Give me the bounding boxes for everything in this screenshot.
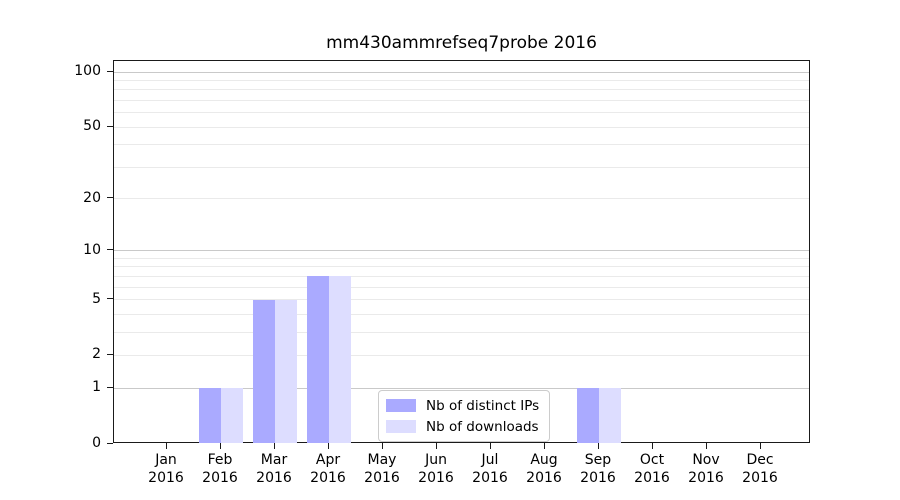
xtick-mark-nov xyxy=(706,443,707,449)
legend-swatch-downloads xyxy=(386,420,416,433)
xtick-label-nov: Nov 2016 xyxy=(688,452,724,486)
xtick-label-aug: Aug 2016 xyxy=(526,452,562,486)
gridline-9 xyxy=(114,257,809,259)
ytick-mark-0 xyxy=(107,442,113,444)
bar-sep-series1 xyxy=(599,388,621,443)
ytick-label-20: 20 xyxy=(83,189,101,206)
gridline-5 xyxy=(114,299,809,301)
gridline-40 xyxy=(114,144,809,146)
xtick-label-may: May 2016 xyxy=(364,452,400,486)
xtick-label-dec: Dec 2016 xyxy=(742,452,778,486)
xtick-label-jul: Jul 2016 xyxy=(472,452,508,486)
bar-apr-series0 xyxy=(307,276,329,443)
legend-label-distinct-ips: Nb of distinct IPs xyxy=(426,397,540,414)
legend-item-distinct-ips: Nb of distinct IPs xyxy=(386,396,539,415)
legend-label-downloads: Nb of downloads xyxy=(426,418,539,435)
bar-mar-series1 xyxy=(275,299,297,443)
xtick-mark-aug xyxy=(544,443,545,449)
gridline-70 xyxy=(114,100,809,102)
ytick-mark-5 xyxy=(107,298,113,300)
ytick-mark-10 xyxy=(107,249,113,251)
bar-apr-series1 xyxy=(329,276,351,443)
gridline-4 xyxy=(114,313,809,315)
bar-sep-series0 xyxy=(577,388,599,443)
gridline-3 xyxy=(114,331,809,333)
xtick-label-apr: Apr 2016 xyxy=(310,452,346,486)
bar-mar-series0 xyxy=(253,299,275,443)
ytick-mark-2 xyxy=(107,353,113,355)
xtick-mark-dec xyxy=(760,443,761,449)
legend: Nb of distinct IPs Nb of downloads xyxy=(378,390,551,442)
xtick-label-oct: Oct 2016 xyxy=(634,452,670,486)
ytick-label-5: 5 xyxy=(92,290,101,307)
xtick-mark-jul xyxy=(490,443,491,449)
ytick-mark-1 xyxy=(107,386,113,388)
ytick-label-10: 10 xyxy=(83,241,101,258)
xtick-mark-oct xyxy=(652,443,653,449)
bar-feb-series1 xyxy=(221,388,243,443)
xtick-mark-jun xyxy=(436,443,437,449)
gridline-1 xyxy=(114,387,809,389)
xtick-mark-feb xyxy=(220,443,221,449)
ytick-mark-20 xyxy=(107,197,113,199)
gridline-80 xyxy=(114,89,809,91)
gridline-30 xyxy=(114,166,809,168)
plot-area xyxy=(113,60,810,443)
ytick-mark-100 xyxy=(107,70,113,72)
gridline-50 xyxy=(114,126,809,128)
ytick-label-50: 50 xyxy=(83,118,101,135)
gridline-6 xyxy=(114,286,809,288)
xtick-mark-apr xyxy=(328,443,329,449)
ytick-label-0: 0 xyxy=(92,435,101,451)
xtick-label-mar: Mar 2016 xyxy=(256,452,292,486)
gridline-7 xyxy=(114,275,809,277)
gridline-60 xyxy=(114,112,809,114)
gridline-2 xyxy=(114,354,809,356)
gridline-10 xyxy=(114,250,809,252)
xtick-mark-jan xyxy=(166,443,167,449)
chart-title: mm430ammrefseq7probe 2016 xyxy=(326,33,597,53)
xtick-label-sep: Sep 2016 xyxy=(580,452,616,486)
ytick-label-1: 1 xyxy=(92,379,101,396)
gridline-20 xyxy=(114,198,809,200)
xtick-label-jun: Jun 2016 xyxy=(418,452,454,486)
gridline-90 xyxy=(114,80,809,82)
legend-swatch-distinct-ips xyxy=(386,399,416,412)
gridline-8 xyxy=(114,266,809,268)
ytick-mark-50 xyxy=(107,125,113,127)
xtick-mark-may xyxy=(382,443,383,449)
ytick-label-100: 100 xyxy=(74,63,101,80)
xtick-label-feb: Feb 2016 xyxy=(202,452,238,486)
xtick-mark-mar xyxy=(274,443,275,449)
gridline-100 xyxy=(114,71,809,73)
xtick-mark-sep xyxy=(598,443,599,449)
ytick-label-2: 2 xyxy=(92,346,101,363)
bar-feb-series0 xyxy=(199,388,221,443)
xtick-label-jan: Jan 2016 xyxy=(148,452,184,486)
legend-item-downloads: Nb of downloads xyxy=(386,417,539,436)
